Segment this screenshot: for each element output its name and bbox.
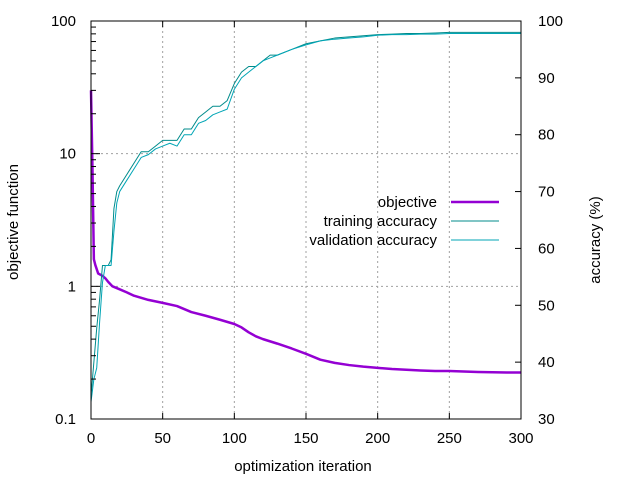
y2-tick-label: 40 <box>538 354 555 371</box>
series-layer <box>89 31 521 403</box>
y2-tick-label: 90 <box>538 70 555 87</box>
y-tick-label: 10 <box>59 146 76 163</box>
ticks <box>90 20 522 420</box>
x-tick-label: 250 <box>437 430 462 447</box>
y2-tick-label: 70 <box>538 184 555 201</box>
y2-tick-label: 50 <box>538 297 555 314</box>
plot-frame <box>90 20 522 420</box>
x-tick-label: 200 <box>365 430 390 447</box>
y-tick-label: 0.1 <box>55 411 76 428</box>
y2-tick-label: 30 <box>538 411 555 428</box>
x-tick-label: 300 <box>508 430 533 447</box>
y2-tick-label: 60 <box>538 240 555 257</box>
y-tick-label: 1 <box>68 278 76 295</box>
series-line-objective <box>89 90 521 374</box>
y-axis-title: objective function <box>5 164 22 280</box>
x-tick-label: 150 <box>293 430 318 447</box>
y-tick-label: 100 <box>51 13 76 30</box>
grid <box>91 21 521 419</box>
x-tick-label: 100 <box>222 430 247 447</box>
x-tick-label: 50 <box>154 430 171 447</box>
y2-tick-label: 100 <box>538 13 563 30</box>
legend-label-validation-accuracy: validation accuracy <box>309 232 437 249</box>
legend: objective training accuracy validation a… <box>309 194 499 249</box>
y2-axis-title: accuracy (%) <box>587 196 604 284</box>
legend-label-objective: objective <box>378 194 437 211</box>
tick-labels: 0 50 100 150 200 250 300 0.1 1 10 100 30 40 50 60 70 80 9… <box>51 13 563 447</box>
legend-label-training-accuracy: training accuracy <box>324 213 438 230</box>
series-line-training-accuracy <box>90 31 521 397</box>
series-line-validation-accuracy <box>90 33 521 403</box>
x-tick-label: 0 <box>87 430 95 447</box>
x-axis-title: optimization iteration <box>234 458 372 475</box>
y2-tick-label: 80 <box>538 127 555 144</box>
